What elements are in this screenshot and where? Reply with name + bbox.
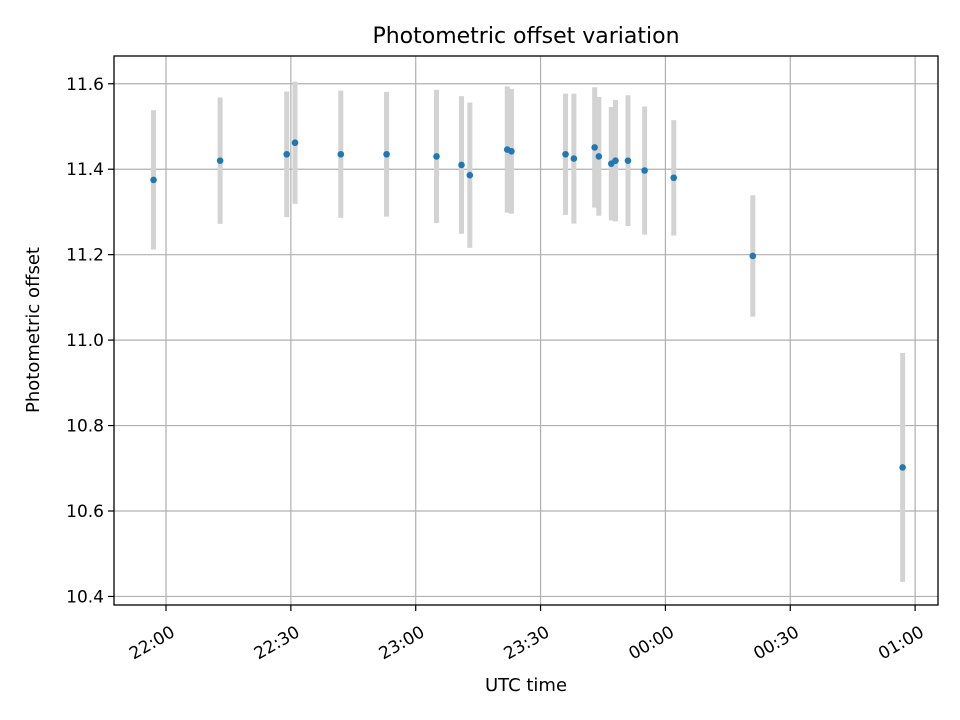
plot-frame: [113, 55, 939, 606]
data-point: [283, 150, 291, 158]
point-layer: [150, 139, 906, 471]
data-point: [291, 139, 299, 147]
data-point: [641, 167, 648, 174]
data-point: [899, 464, 906, 471]
data-point: [624, 157, 632, 164]
data-point: [508, 147, 515, 155]
y-tick-label: 11.6: [66, 75, 104, 95]
data-point: [337, 150, 345, 158]
data-point: [433, 153, 440, 160]
data-point: [612, 157, 619, 164]
data-point: [749, 252, 757, 260]
data-point: [150, 176, 157, 184]
y-tick-label: 11.0: [66, 331, 104, 351]
data-point: [216, 157, 224, 164]
grid-layer: [114, 56, 938, 605]
data-point: [570, 155, 578, 162]
data-point: [383, 150, 390, 158]
data-point: [466, 171, 474, 179]
y-tick-label: 10.4: [66, 587, 104, 607]
y-tick-label: 10.8: [66, 417, 104, 437]
x-axis-label: UTC time: [485, 675, 567, 696]
data-point: [591, 144, 598, 151]
data-point: [595, 153, 603, 160]
data-point: [670, 174, 678, 182]
data-point: [458, 161, 465, 169]
y-tick-label: 10.6: [66, 502, 104, 522]
y-tick-label: 11.2: [66, 246, 104, 266]
y-tick-layer: 10.4 10.6 10.8 11.0 11.2 11.4 11.6: [66, 75, 114, 607]
data-point: [562, 150, 569, 158]
y-tick-label: 11.4: [66, 160, 104, 180]
y-axis-label: Photometric offset: [23, 247, 44, 413]
chart-title: Photometric offset variation: [372, 24, 679, 49]
